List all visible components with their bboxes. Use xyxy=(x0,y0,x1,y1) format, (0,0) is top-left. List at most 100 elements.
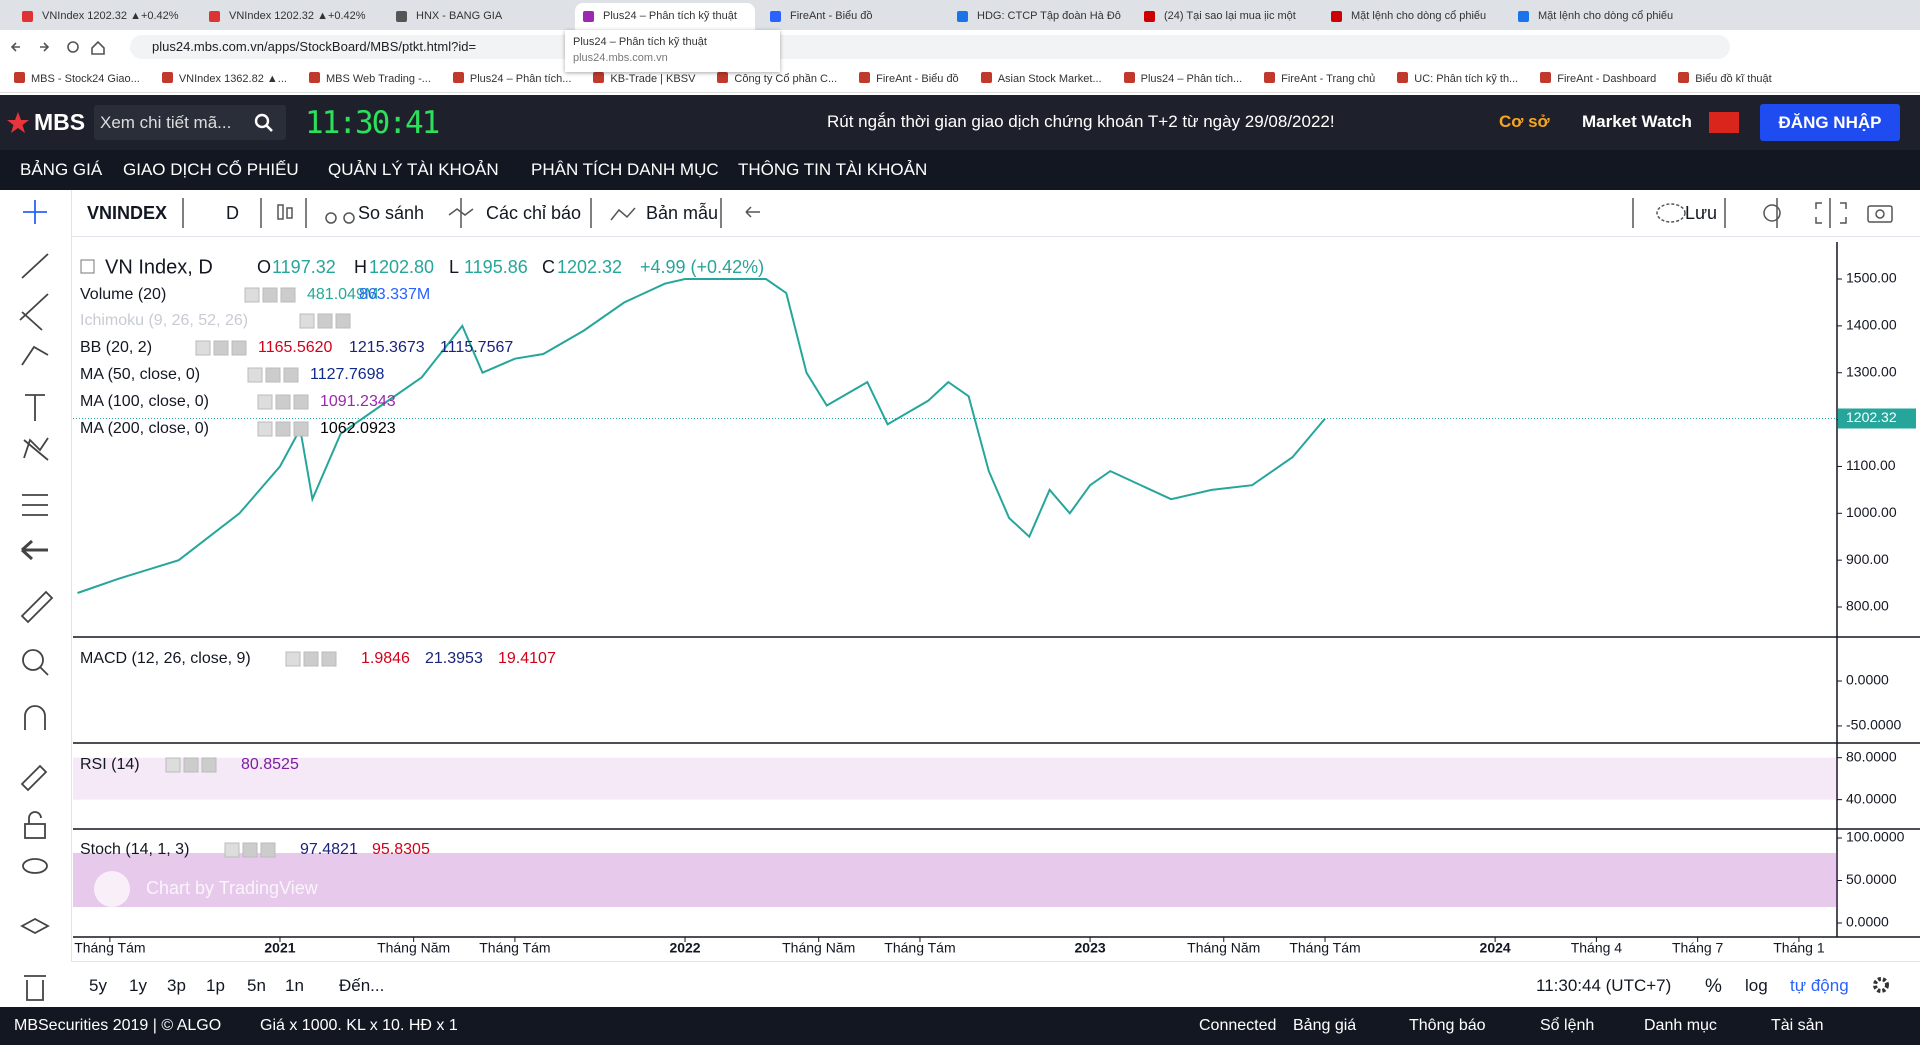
market-watch[interactable]: Market Watch xyxy=(1582,112,1692,131)
settings-icon[interactable] xyxy=(1870,974,1892,996)
log-toggle[interactable]: log xyxy=(1745,976,1768,995)
browser-tab[interactable]: HNX - BANG GIA xyxy=(388,3,568,30)
pane-value: 1.9846 xyxy=(361,650,410,667)
clock-utc: 11:30:44 (UTC+7) xyxy=(1536,976,1672,995)
bookmark[interactable]: MBS - Stock24 Giao... xyxy=(14,72,140,85)
study-name: BB (20, 2) xyxy=(80,339,152,356)
legend-control xyxy=(293,394,309,410)
legend-control xyxy=(260,842,276,858)
drawing-toolbar xyxy=(0,190,72,1007)
x-tick-label: Tháng Năm xyxy=(377,940,450,956)
ohlc-value: 1197.32 xyxy=(272,257,336,277)
menu-item[interactable]: PHÂN TÍCH DANH MỤC xyxy=(531,160,719,179)
nav-buttons[interactable] xyxy=(10,39,110,55)
tooltip-title: Plus24 – Phân tích kỹ thuật xyxy=(573,36,707,48)
flag[interactable] xyxy=(1709,112,1739,133)
bookmark[interactable]: FireAnt - Biểu đồ xyxy=(859,72,959,85)
menu-item[interactable]: GIAO DỊCH CỔ PHIẾU xyxy=(123,160,299,179)
browser-tab[interactable]: Mặt lệnh cho dòng cổ phiếu xyxy=(1323,3,1503,30)
range-button[interactable]: 1y xyxy=(129,976,147,995)
bookmark[interactable]: Asian Stock Market... xyxy=(981,72,1102,85)
x-tick-label: Tháng Năm xyxy=(782,940,855,956)
bookmark[interactable]: VNIndex 1362.82 ▲... xyxy=(162,72,287,85)
x-tick-label: Tháng 4 xyxy=(1571,940,1623,956)
bookmark[interactable]: FireAnt - Trang chủ xyxy=(1264,72,1375,85)
legend-control xyxy=(257,394,273,410)
tab-title: HNX - BANG GIA xyxy=(416,10,503,22)
tab-title: HDG: CTCP Tập đoàn Hà Đô xyxy=(977,10,1121,22)
browser-tab[interactable]: (24) Tại sao lại mua ịic một xyxy=(1136,3,1316,30)
legend-control xyxy=(280,287,296,303)
indicators[interactable]: Các chỉ báo xyxy=(486,203,582,223)
legend-control xyxy=(242,842,258,858)
search-placeholder: Xem chi tiết mã... xyxy=(100,113,232,132)
status-link[interactable]: Thông báo xyxy=(1409,1017,1486,1034)
browser-tab[interactable]: VNIndex 1202.32 ▲+0.42% xyxy=(201,3,381,30)
range-button[interactable]: 3p xyxy=(167,976,186,995)
tab-title: VNIndex 1202.32 ▲+0.42% xyxy=(42,10,179,22)
account-type[interactable]: Cơ sở xyxy=(1499,112,1550,131)
login-button[interactable]: ĐĂNG NHẬP xyxy=(1760,104,1900,141)
legend-control xyxy=(195,340,211,356)
status-link[interactable]: Bảng giá xyxy=(1293,1017,1357,1034)
browser-tab[interactable]: Plus24 – Phân tích kỹ thuật xyxy=(575,3,755,30)
study-value: 1091.2343 xyxy=(320,393,396,410)
menu-item[interactable]: BẢNG GIÁ xyxy=(20,160,103,179)
y-tick-label: 1500.00 xyxy=(1846,270,1897,286)
interval[interactable]: D xyxy=(226,203,239,223)
watermark: Chart by TradingView xyxy=(146,878,319,898)
legend-control xyxy=(275,394,291,410)
study-name: MA (100, close, 0) xyxy=(80,393,209,410)
x-tick-label: Tháng Tám xyxy=(74,940,145,956)
status-link[interactable]: Tài sản xyxy=(1771,1017,1824,1034)
auto-toggle[interactable]: tự động xyxy=(1790,976,1849,995)
browser-tab[interactable]: HDG: CTCP Tập đoàn Hà Đô xyxy=(949,3,1129,30)
pane-name: MACD (12, 26, close, 9) xyxy=(80,650,251,667)
bookmark[interactable]: Plus24 – Phân tích... xyxy=(453,72,572,85)
legend-control xyxy=(231,340,247,356)
legend-control xyxy=(224,842,240,858)
menu-item[interactable]: QUẢN LÝ TÀI KHOẢN xyxy=(328,160,499,179)
menu-item[interactable]: THÔNG TIN TÀI KHOẢN xyxy=(738,160,928,179)
status-link[interactable]: Danh mục xyxy=(1644,1017,1717,1034)
y-tick-label: 80.0000 xyxy=(1846,748,1897,764)
bookmark[interactable]: FireAnt - Dashboard xyxy=(1540,72,1656,85)
save[interactable]: Lưu xyxy=(1685,203,1718,223)
percent-toggle[interactable]: % xyxy=(1705,976,1722,997)
compare[interactable]: So sánh xyxy=(358,203,425,223)
logo[interactable]: MBS xyxy=(34,109,86,135)
legend-control xyxy=(244,287,260,303)
symbol[interactable]: VNINDEX xyxy=(87,203,168,223)
bookmark[interactable]: Plus24 – Phân tích... xyxy=(1124,72,1243,85)
goto-date[interactable]: Đến... xyxy=(339,976,385,995)
tooltip-url: plus24.mbs.com.vn xyxy=(573,52,668,64)
ohlc-value: 1195.86 xyxy=(464,257,528,277)
url[interactable]: plus24.mbs.com.vn/apps/StockBoard/MBS/pt… xyxy=(130,35,1730,59)
range-button[interactable]: 1p xyxy=(206,976,225,995)
study-name: MA (50, close, 0) xyxy=(80,366,200,383)
drawing-tools[interactable] xyxy=(0,190,71,1007)
study-name: MA (200, close, 0) xyxy=(80,420,209,437)
x-tick-label: 2023 xyxy=(1075,940,1106,956)
study-value: 863.337M xyxy=(359,286,430,303)
bookmark[interactable]: UC: Phân tích kỹ th... xyxy=(1397,72,1518,85)
range-button[interactable]: 5y xyxy=(89,976,107,995)
status-link[interactable]: Sổ lệnh xyxy=(1540,1017,1595,1034)
bookmark[interactable]: Công ty Cổ phần C... xyxy=(717,72,837,85)
range-button[interactable]: 5n xyxy=(247,976,266,995)
search-box[interactable]: Xem chi tiết mã... xyxy=(94,105,286,140)
browser-tab[interactable]: FireAnt - Biểu đồ xyxy=(762,3,942,30)
tab-title: Mặt lệnh cho dòng cổ phiếu xyxy=(1538,10,1674,22)
x-tick-label: Tháng Tám xyxy=(1289,940,1360,956)
legend-control xyxy=(293,421,309,437)
bookmark[interactable]: Biểu đồ kĩ thuật xyxy=(1678,72,1771,85)
browser-tab[interactable]: Mặt lệnh cho dòng cổ phiếu xyxy=(1510,3,1690,30)
bookmark[interactable]: KB-Trade | KBSV xyxy=(593,72,695,85)
templates[interactable]: Bản mẫu xyxy=(646,203,719,223)
browser-tab[interactable]: VNIndex 1202.32 ▲+0.42% xyxy=(14,3,194,30)
range-button[interactable]: 1n xyxy=(285,976,304,995)
y-tick-label: 1400.00 xyxy=(1846,317,1897,333)
x-tick-label: Tháng Tám xyxy=(884,940,955,956)
legend-control xyxy=(247,367,263,383)
bookmark[interactable]: MBS Web Trading -... xyxy=(309,72,431,85)
